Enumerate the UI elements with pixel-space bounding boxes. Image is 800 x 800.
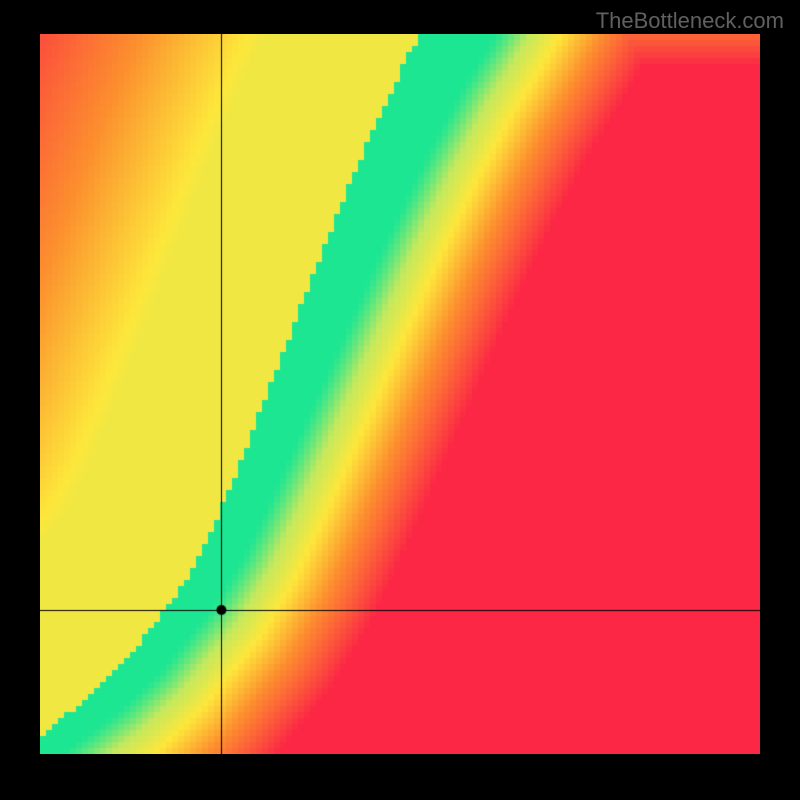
heatmap-plot (40, 34, 760, 754)
heatmap-canvas (40, 34, 760, 754)
chart-container: TheBottleneck.com (0, 0, 800, 800)
watermark-text: TheBottleneck.com (596, 8, 784, 34)
